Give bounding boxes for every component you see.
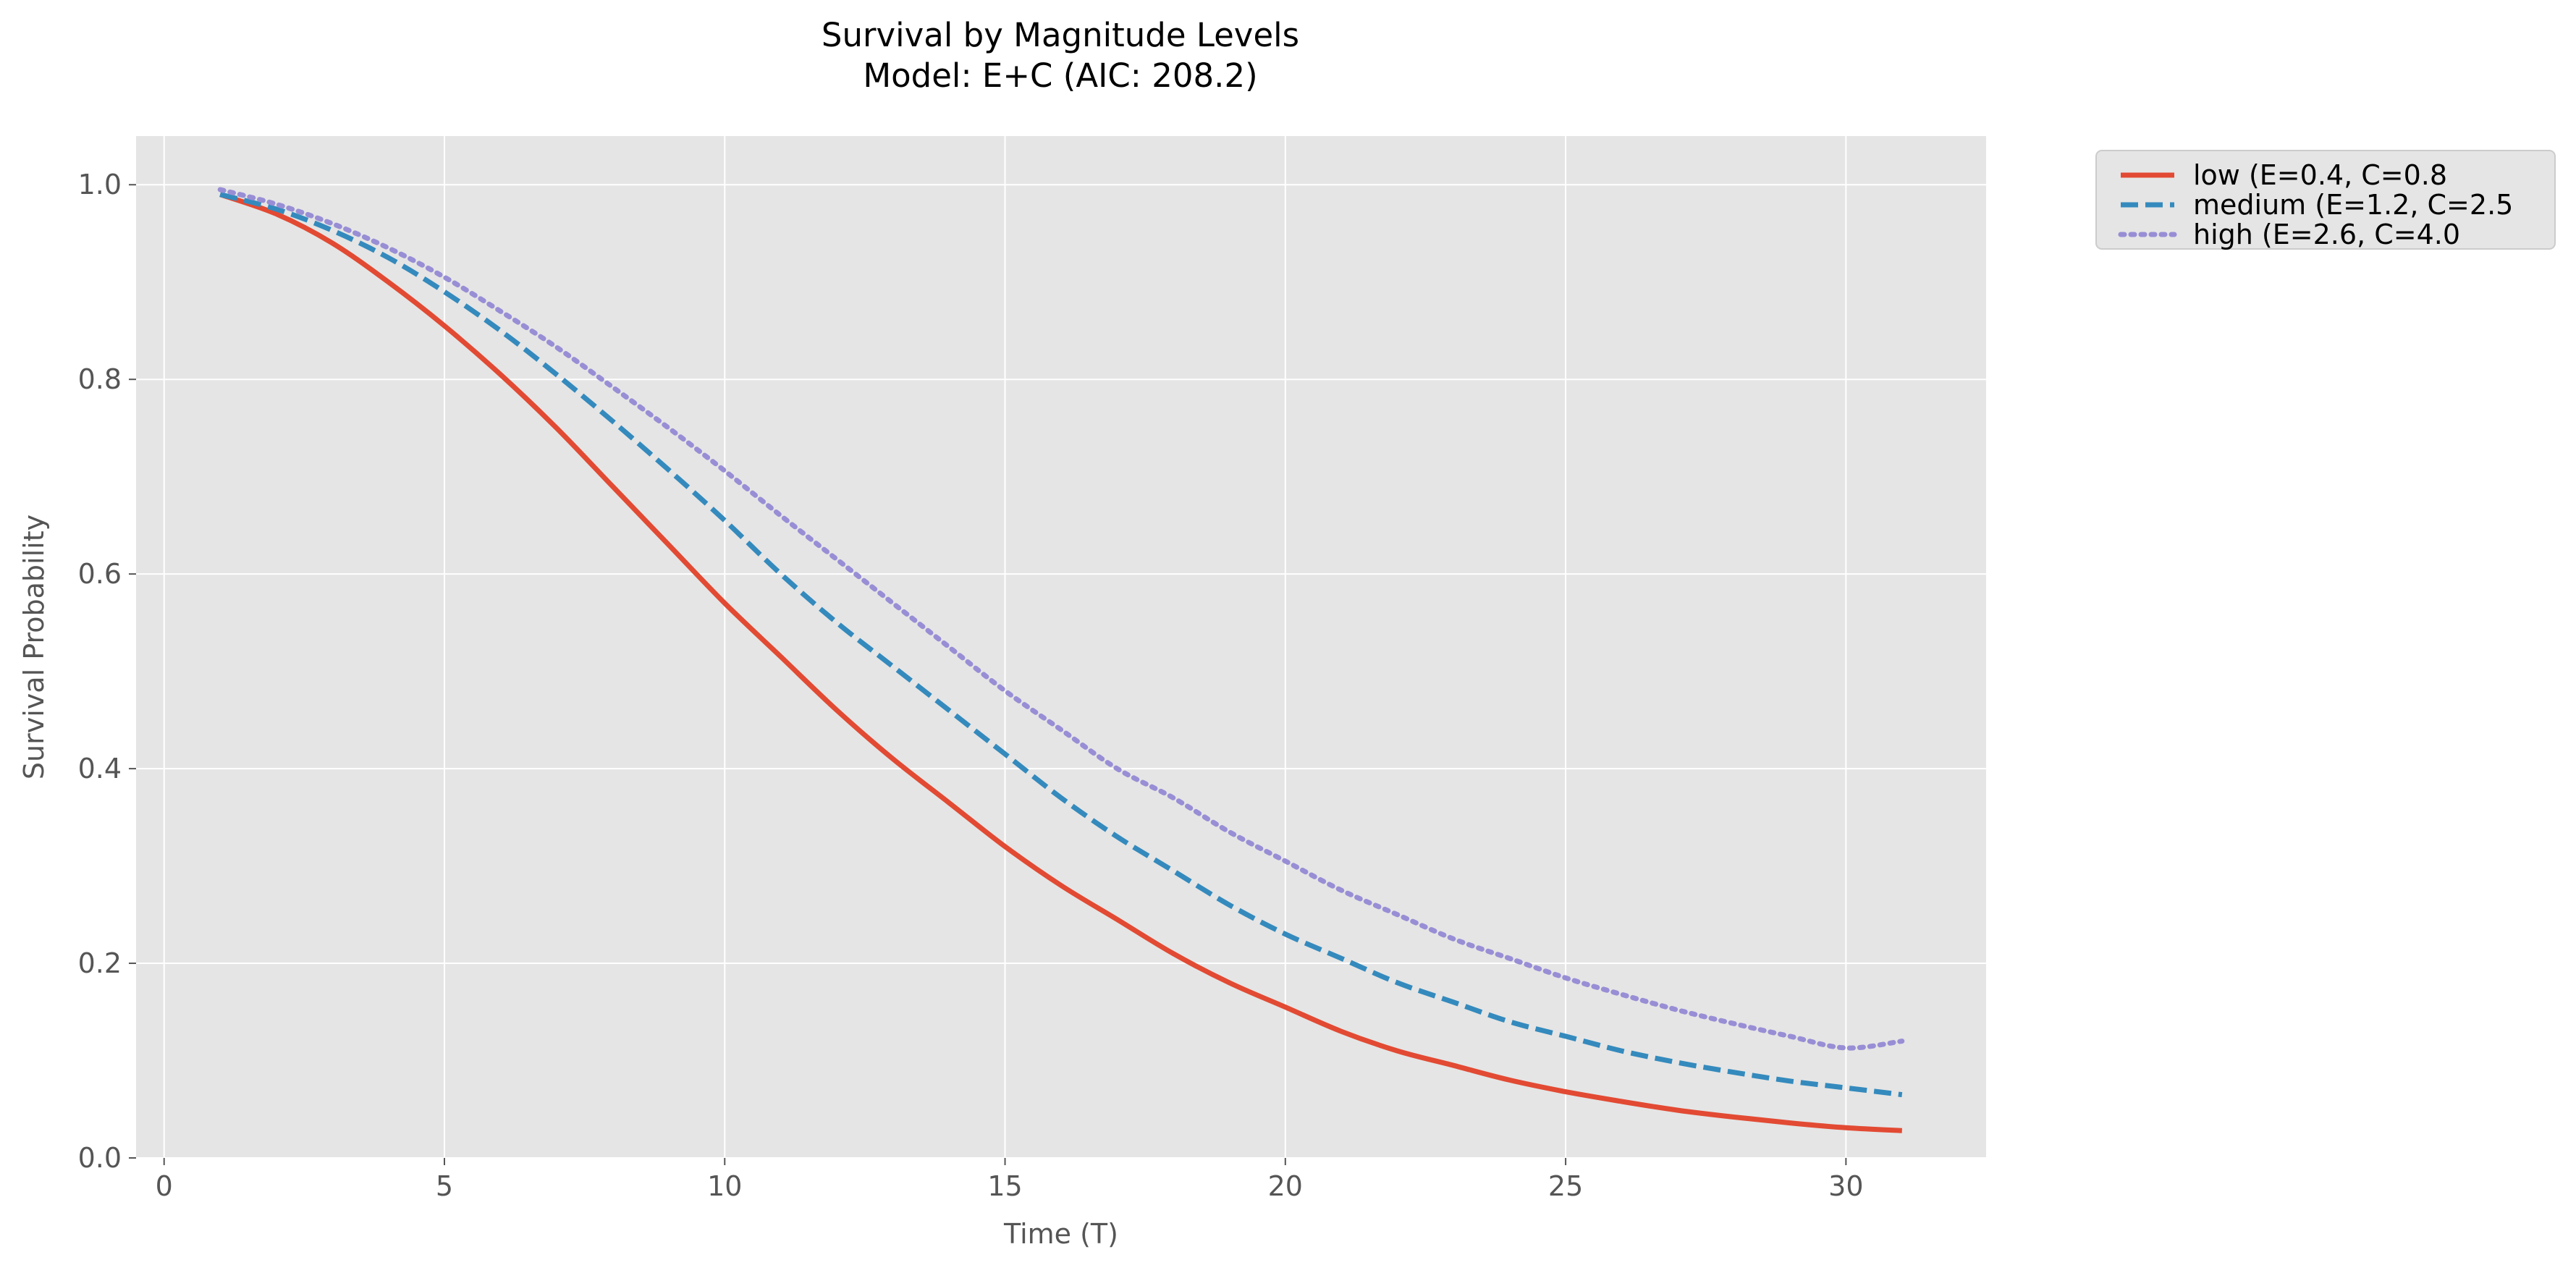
x-tick-label-6: 30 [1828, 1170, 1863, 1202]
legend-label-1: medium (E=1.2, C=2.5 [2193, 189, 2513, 221]
legend-label-2: high (E=2.6, C=4.0 [2193, 219, 2460, 250]
chart-title: Survival by Magnitude Levels [822, 16, 1299, 54]
y-tick-label-5: 1.0 [78, 169, 122, 200]
y-axis-ticks: 0.0 0.2 0.4 0.6 0.8 1.0 [78, 169, 136, 1174]
y-tick-label-1: 0.2 [78, 947, 122, 979]
legend-label-0: low (E=0.4, C=0.8 [2193, 159, 2447, 191]
x-tick-label-5: 25 [1548, 1170, 1583, 1202]
series-line-2 [217, 187, 1905, 1051]
series-layer [217, 187, 1905, 1133]
grid-lines [136, 136, 1986, 1159]
x-tick-label-4: 20 [1268, 1170, 1303, 1202]
x-axis-label: Time (T) [1003, 1218, 1118, 1250]
x-tick-label-3: 15 [987, 1170, 1022, 1202]
x-tick-label-1: 5 [436, 1170, 453, 1202]
legend-box [2095, 150, 2556, 250]
y-tick-label-4: 0.8 [78, 363, 122, 395]
series-line-1 [219, 192, 1903, 1098]
x-tick-label-0: 0 [156, 1170, 173, 1202]
x-tick-label-2: 10 [707, 1170, 742, 1202]
y-tick-label-2: 0.4 [78, 753, 122, 784]
series-line-0 [219, 192, 1902, 1133]
chart-subtitle: Model: E+C (AIC: 208.2) [863, 56, 1257, 95]
y-tick-label-3: 0.6 [78, 558, 122, 590]
y-axis-label: Survival Probability [18, 515, 50, 779]
y-tick-label-0: 0.0 [78, 1142, 122, 1174]
plot-area [136, 136, 1986, 1158]
x-axis-ticks: 0 5 10 15 20 25 30 [156, 1158, 1864, 1202]
